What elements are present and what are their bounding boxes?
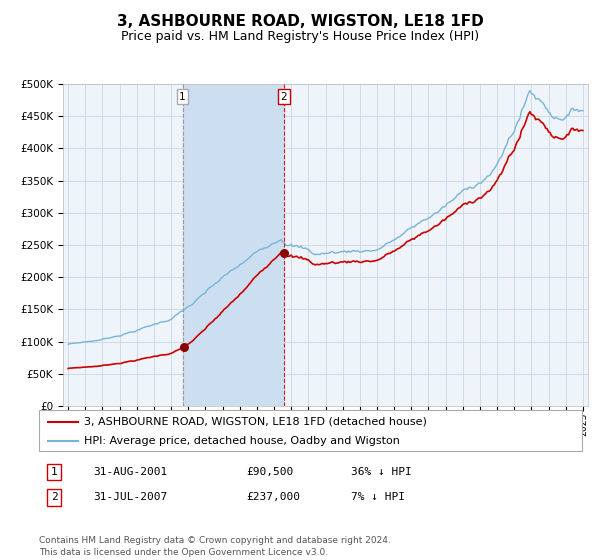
Text: 1: 1 xyxy=(179,92,186,102)
Text: HPI: Average price, detached house, Oadby and Wigston: HPI: Average price, detached house, Oadb… xyxy=(84,436,400,446)
Text: 7% ↓ HPI: 7% ↓ HPI xyxy=(351,492,405,502)
Text: £237,000: £237,000 xyxy=(246,492,300,502)
Text: Contains HM Land Registry data © Crown copyright and database right 2024.
This d: Contains HM Land Registry data © Crown c… xyxy=(39,536,391,557)
Text: 3, ASHBOURNE ROAD, WIGSTON, LE18 1FD: 3, ASHBOURNE ROAD, WIGSTON, LE18 1FD xyxy=(116,14,484,29)
Text: 3, ASHBOURNE ROAD, WIGSTON, LE18 1FD (detached house): 3, ASHBOURNE ROAD, WIGSTON, LE18 1FD (de… xyxy=(84,417,427,427)
Text: 31-AUG-2001: 31-AUG-2001 xyxy=(93,467,167,477)
Text: 36% ↓ HPI: 36% ↓ HPI xyxy=(351,467,412,477)
Text: 2: 2 xyxy=(281,92,287,102)
Text: 1: 1 xyxy=(50,467,58,477)
Text: Price paid vs. HM Land Registry's House Price Index (HPI): Price paid vs. HM Land Registry's House … xyxy=(121,30,479,43)
Bar xyxy=(182,84,284,406)
Text: 2: 2 xyxy=(50,492,58,502)
Text: 31-JUL-2007: 31-JUL-2007 xyxy=(93,492,167,502)
Text: £90,500: £90,500 xyxy=(246,467,293,477)
